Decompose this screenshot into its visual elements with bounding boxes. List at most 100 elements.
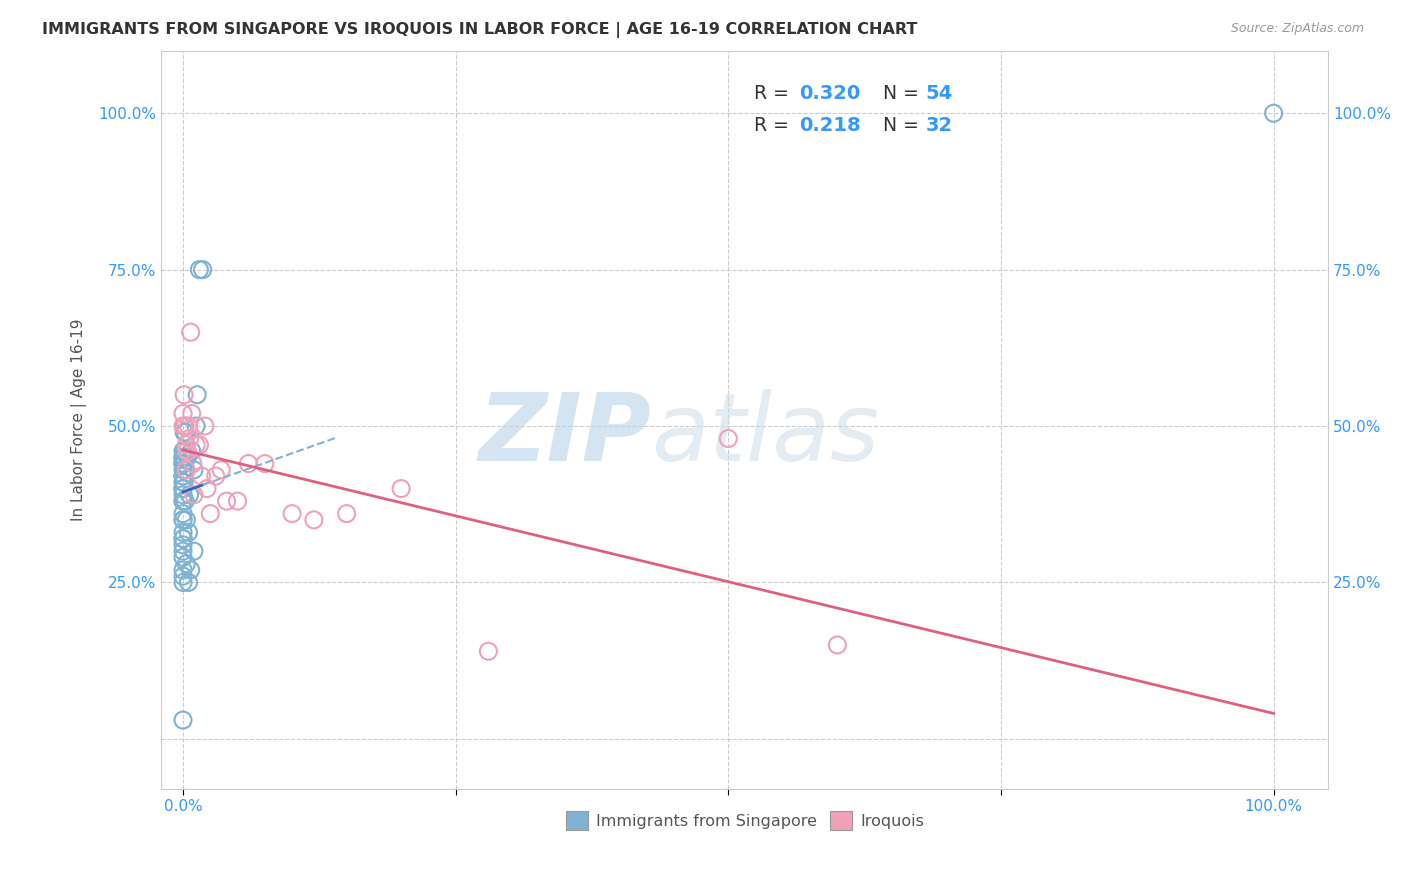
- Point: [174, 425, 197, 440]
- Point: [179, 432, 201, 446]
- Point: [188, 438, 211, 452]
- Point: [173, 475, 195, 490]
- Text: ZIP: ZIP: [478, 389, 651, 481]
- Point: [302, 513, 325, 527]
- Point: [172, 544, 194, 558]
- Point: [180, 563, 202, 577]
- Point: [172, 463, 194, 477]
- Point: [183, 463, 205, 477]
- Legend: Immigrants from Singapore, Iroquois: Immigrants from Singapore, Iroquois: [560, 805, 931, 837]
- Text: R =: R =: [754, 117, 794, 136]
- Point: [191, 262, 214, 277]
- Point: [281, 507, 304, 521]
- Point: [172, 550, 194, 565]
- Point: [177, 575, 200, 590]
- Point: [172, 494, 194, 508]
- Point: [172, 713, 194, 727]
- Point: [186, 388, 208, 402]
- Point: [172, 450, 194, 465]
- Point: [172, 469, 194, 483]
- Point: [172, 569, 194, 583]
- Point: [172, 532, 194, 546]
- Point: [172, 482, 194, 496]
- Point: [174, 494, 197, 508]
- Point: [172, 532, 194, 546]
- Text: Source: ZipAtlas.com: Source: ZipAtlas.com: [1230, 22, 1364, 36]
- Point: [200, 507, 222, 521]
- Point: [183, 488, 205, 502]
- Text: 0.320: 0.320: [800, 84, 860, 103]
- Point: [204, 469, 226, 483]
- Point: [176, 463, 198, 477]
- Point: [172, 450, 194, 465]
- Point: [172, 450, 194, 465]
- Text: 54: 54: [925, 84, 953, 103]
- Point: [172, 482, 194, 496]
- Point: [172, 563, 194, 577]
- Point: [172, 507, 194, 521]
- Point: [389, 482, 412, 496]
- Text: N =: N =: [870, 84, 925, 103]
- Point: [172, 469, 194, 483]
- Point: [336, 507, 359, 521]
- Text: IMMIGRANTS FROM SINGAPORE VS IROQUOIS IN LABOR FORCE | AGE 16-19 CORRELATION CHA: IMMIGRANTS FROM SINGAPORE VS IROQUOIS IN…: [42, 22, 918, 38]
- Point: [183, 544, 205, 558]
- Point: [176, 444, 198, 458]
- Point: [172, 575, 194, 590]
- Point: [172, 475, 194, 490]
- Point: [172, 457, 194, 471]
- Point: [827, 638, 849, 652]
- Point: [177, 525, 200, 540]
- Point: [180, 444, 202, 458]
- Point: [174, 463, 197, 477]
- Point: [184, 438, 207, 452]
- Text: 0.218: 0.218: [800, 117, 860, 136]
- Point: [188, 262, 211, 277]
- Point: [172, 419, 194, 434]
- Point: [176, 513, 198, 527]
- Point: [181, 457, 204, 471]
- Point: [1263, 106, 1285, 120]
- Point: [173, 425, 195, 440]
- Point: [172, 407, 194, 421]
- Point: [180, 325, 202, 339]
- Point: [238, 457, 260, 471]
- Point: [226, 494, 249, 508]
- Point: [215, 494, 238, 508]
- Point: [172, 494, 194, 508]
- Point: [173, 457, 195, 471]
- Point: [190, 469, 212, 483]
- Point: [172, 525, 194, 540]
- Text: N =: N =: [870, 117, 925, 136]
- Point: [176, 557, 198, 571]
- Point: [173, 388, 195, 402]
- Point: [177, 419, 200, 434]
- Point: [172, 482, 194, 496]
- Text: R =: R =: [754, 84, 794, 103]
- Point: [717, 432, 740, 446]
- Point: [173, 419, 195, 434]
- Point: [195, 482, 218, 496]
- Point: [179, 488, 201, 502]
- Point: [172, 457, 194, 471]
- Point: [176, 438, 198, 452]
- Point: [173, 450, 195, 465]
- Point: [176, 450, 198, 465]
- Text: atlas: atlas: [651, 389, 880, 480]
- Point: [172, 538, 194, 552]
- Text: 32: 32: [925, 117, 953, 136]
- Point: [172, 513, 194, 527]
- Point: [172, 488, 194, 502]
- Point: [174, 419, 197, 434]
- Point: [253, 457, 276, 471]
- Point: [477, 644, 499, 658]
- Point: [172, 444, 194, 458]
- Point: [209, 463, 232, 477]
- Point: [172, 457, 194, 471]
- Point: [184, 419, 207, 434]
- Point: [173, 444, 195, 458]
- Point: [180, 407, 202, 421]
- Y-axis label: In Labor Force | Age 16-19: In Labor Force | Age 16-19: [72, 318, 87, 521]
- Point: [172, 513, 194, 527]
- Point: [194, 419, 217, 434]
